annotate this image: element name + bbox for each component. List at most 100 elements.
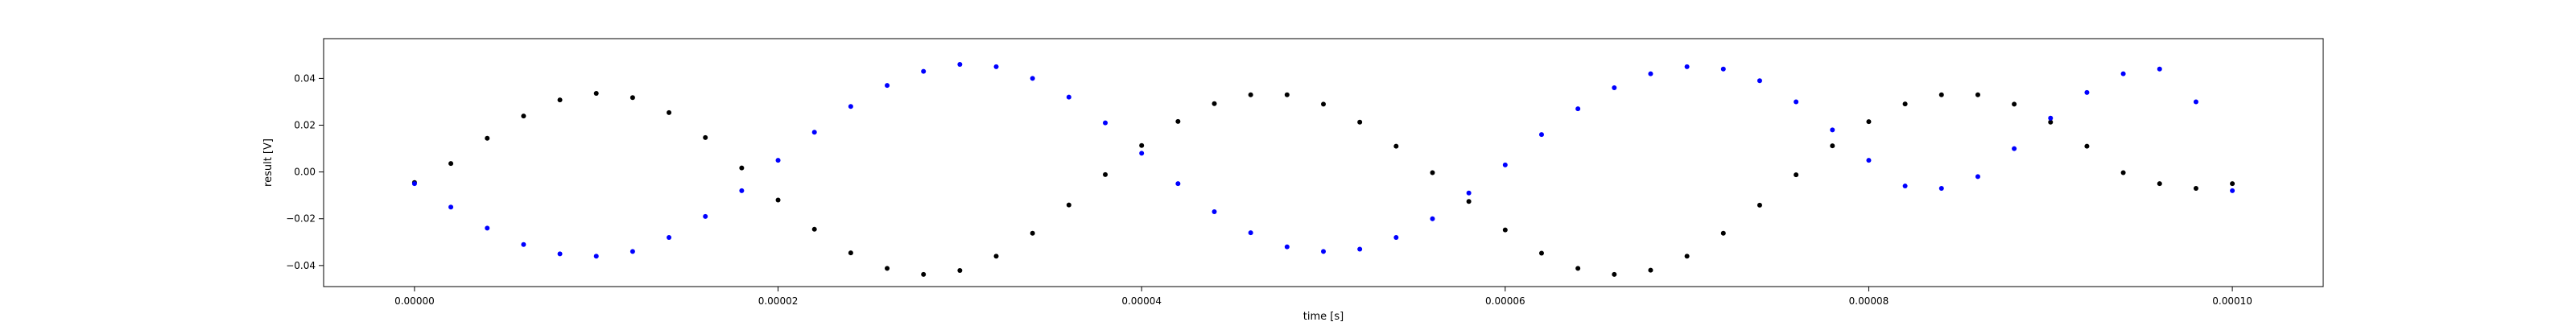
data-point xyxy=(485,225,490,231)
data-point xyxy=(775,197,781,203)
data-point xyxy=(1284,244,1290,250)
data-point xyxy=(957,267,963,273)
data-point xyxy=(1830,143,1835,149)
data-point xyxy=(1321,249,1326,254)
data-point xyxy=(448,161,454,167)
data-point xyxy=(1175,181,1181,187)
data-point xyxy=(557,97,563,103)
x-tick-label: 0.00006 xyxy=(1485,295,1525,307)
data-point xyxy=(1103,171,1108,177)
data-point xyxy=(1030,76,1035,81)
data-point xyxy=(2120,170,2126,175)
data-point xyxy=(2084,89,2090,95)
x-tick-label: 0.00010 xyxy=(2212,295,2252,307)
data-point xyxy=(957,61,963,67)
data-point xyxy=(1575,106,1581,112)
data-point xyxy=(2230,188,2235,193)
data-point xyxy=(921,68,927,74)
data-point xyxy=(1284,92,1290,97)
data-point xyxy=(1938,185,1944,191)
data-point xyxy=(1794,99,1799,105)
data-point xyxy=(557,251,563,257)
data-point xyxy=(1066,202,1071,208)
series-1 xyxy=(411,90,2235,277)
data-point xyxy=(1212,209,1217,215)
data-point xyxy=(1139,151,1145,156)
data-point xyxy=(2193,99,2198,105)
data-point xyxy=(2157,181,2162,187)
data-point xyxy=(1502,227,1508,233)
data-point xyxy=(1502,162,1508,167)
data-point xyxy=(521,114,526,119)
data-point xyxy=(1466,190,1472,196)
data-point xyxy=(1720,230,1726,236)
data-point xyxy=(1720,66,1726,72)
data-point xyxy=(1684,64,1690,69)
data-point xyxy=(1030,230,1035,236)
data-point xyxy=(1757,78,1762,84)
data-point xyxy=(1538,132,1544,138)
data-point xyxy=(885,266,890,271)
x-tick-label: 0.00004 xyxy=(1121,295,1162,307)
data-point xyxy=(1866,158,1872,163)
data-point xyxy=(703,213,708,219)
data-point xyxy=(1902,184,1908,189)
x-tick-label: 0.00008 xyxy=(1849,295,1889,307)
data-point xyxy=(667,109,672,115)
data-point xyxy=(993,64,999,69)
data-point xyxy=(1321,101,1326,107)
data-point xyxy=(811,226,817,232)
data-point xyxy=(1938,92,1944,97)
data-point xyxy=(1648,71,1653,76)
data-point xyxy=(921,271,927,277)
data-point xyxy=(1794,172,1799,178)
y-tick-label: −0.04 xyxy=(286,260,316,271)
data-point xyxy=(1357,119,1363,125)
data-point xyxy=(1212,101,1217,106)
series-2 xyxy=(411,61,2235,259)
data-point xyxy=(1430,170,1435,175)
data-point xyxy=(1902,101,1908,107)
plot-area-frame xyxy=(323,38,2324,287)
data-point xyxy=(739,188,745,193)
data-point xyxy=(2012,146,2017,151)
data-point xyxy=(1612,85,1617,91)
data-point xyxy=(2120,71,2126,76)
x-axis-label: time [s] xyxy=(1303,311,1344,322)
y-tick-label: −0.02 xyxy=(286,213,316,225)
data-point xyxy=(2157,66,2162,72)
data-point xyxy=(1866,119,1872,125)
data-point xyxy=(775,158,781,163)
data-point xyxy=(1139,142,1145,148)
data-point xyxy=(2230,181,2235,187)
data-point xyxy=(2193,185,2198,191)
data-point xyxy=(1430,216,1435,221)
data-point xyxy=(1248,92,1253,97)
data-point xyxy=(1648,267,1653,273)
y-axis-ticks: −0.04 −0.02 0.00 0.02 0.04 xyxy=(286,72,324,271)
data-point xyxy=(1466,199,1472,204)
data-point xyxy=(630,249,635,254)
data-point xyxy=(1757,202,1762,208)
data-point xyxy=(739,165,745,171)
data-point xyxy=(1357,246,1363,252)
y-tick-label: 0.04 xyxy=(294,72,316,84)
data-point xyxy=(885,83,890,89)
data-point xyxy=(1684,254,1690,259)
data-point xyxy=(1393,234,1399,240)
data-point xyxy=(1612,271,1617,277)
data-point xyxy=(593,90,599,96)
data-point xyxy=(2012,101,2017,107)
y-axis-label: result [V] xyxy=(262,138,275,187)
data-point xyxy=(630,95,635,101)
data-point xyxy=(485,135,490,141)
series-layer xyxy=(411,61,2235,277)
data-point xyxy=(521,242,526,247)
data-point xyxy=(448,204,454,210)
x-tick-label: 0.00002 xyxy=(758,295,799,307)
data-point xyxy=(1975,92,1980,97)
data-point xyxy=(1066,94,1071,100)
data-point xyxy=(2048,115,2054,121)
